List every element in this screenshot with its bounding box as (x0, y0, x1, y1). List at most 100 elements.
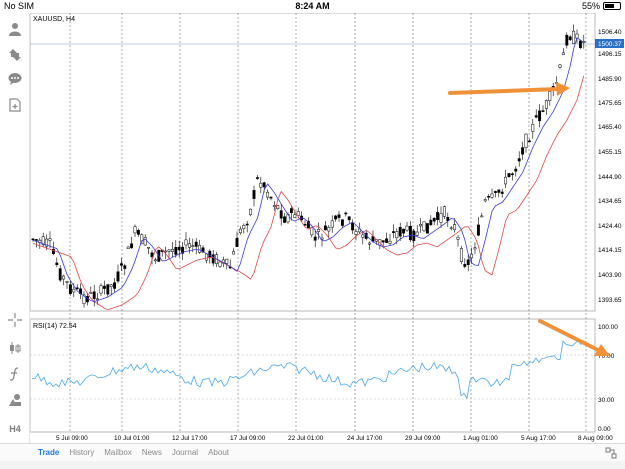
candle-body (510, 173, 514, 176)
chart-area[interactable]: XAUUSD, H4 RSI(14) 72.54 1506.40 1496.15… (30, 13, 625, 443)
candle-body (568, 36, 572, 41)
candle-body (408, 225, 412, 241)
rsi-level-label: 70.00 (598, 353, 615, 360)
candle-body (402, 228, 406, 234)
objects-icon[interactable] (7, 392, 23, 408)
candle-body (514, 168, 518, 172)
candle-body (130, 243, 134, 249)
candle-body (235, 238, 239, 247)
candle-body (252, 190, 256, 199)
price-label: 1444.90 (598, 174, 622, 181)
candle-body (313, 236, 317, 241)
clock-label: 8:24 AM (295, 1, 330, 11)
candle-body (48, 238, 52, 241)
candle-body (507, 173, 511, 178)
candle-body (473, 247, 477, 250)
person-icon[interactable] (7, 21, 23, 37)
candle-body (89, 292, 93, 294)
candle-body (354, 231, 358, 235)
candle-body (194, 241, 198, 247)
candle-body (306, 220, 310, 229)
timeframe-label[interactable]: H4 (9, 424, 21, 434)
candle-body (572, 30, 576, 44)
battery-status: 55% (582, 1, 621, 11)
price-label: 1496.15 (598, 51, 622, 58)
tab-journal[interactable]: Journal (171, 448, 199, 457)
candle-body (524, 133, 528, 148)
candle-body (432, 217, 436, 222)
candle-body (541, 110, 545, 112)
symbol-label: XAUUSD, H4 (33, 16, 75, 23)
candle-body (476, 224, 480, 236)
tab-news[interactable]: News (141, 448, 162, 457)
tab-history[interactable]: History (69, 448, 95, 457)
candle-body (391, 231, 395, 233)
candle-body (242, 225, 246, 229)
candle-body (136, 230, 140, 235)
candle-body (442, 206, 446, 217)
tab-trade[interactable]: Trade (38, 448, 60, 457)
tab-about[interactable]: About (208, 448, 229, 457)
candle-body (490, 193, 494, 198)
candle-body (330, 220, 334, 228)
candle-body (249, 208, 253, 215)
crosshair-icon[interactable] (7, 312, 23, 328)
candle-body (351, 222, 355, 231)
rsi-frame (30, 318, 596, 433)
time-label: 5 Jul 09:00 (56, 435, 88, 442)
candle-body (487, 196, 491, 198)
candle-body (140, 234, 144, 245)
arrows-icon[interactable] (7, 47, 23, 63)
candle-body (561, 52, 565, 55)
candle-body (106, 284, 110, 295)
carrier-label: No SIM (4, 1, 35, 11)
candle-body (62, 275, 66, 280)
candle-body (538, 110, 542, 122)
candle-body (422, 221, 426, 232)
candle-body (255, 177, 259, 179)
candle-body (65, 281, 69, 283)
candle-body (497, 189, 501, 193)
layout-toggle-icon[interactable] (605, 447, 617, 459)
price-label: 1455.15 (598, 149, 622, 156)
candle-body (289, 208, 293, 213)
candle-body (544, 100, 548, 109)
candle-body (147, 246, 151, 249)
battery-percent: 55% (581, 1, 600, 11)
price-label: 1393.65 (598, 297, 622, 304)
price-label: 1403.90 (598, 272, 622, 279)
candle-body (170, 249, 174, 252)
candle-body (272, 205, 276, 207)
candle-body (439, 213, 443, 223)
candle-body (102, 285, 106, 289)
candle-body (34, 239, 38, 241)
tab-mailbox[interactable]: Mailbox (104, 448, 132, 457)
candle-body (31, 238, 35, 241)
candle-body (415, 231, 419, 236)
candle-body (483, 199, 487, 202)
candle-body (578, 40, 582, 48)
price-label: 1465.40 (598, 124, 622, 131)
main-chart-frame (30, 13, 596, 312)
candle-body (218, 261, 222, 267)
candle-body (164, 250, 168, 253)
candle-body (51, 248, 55, 254)
rsi-level-label: 30.00 (598, 397, 615, 404)
candle-body (337, 214, 341, 218)
candle-body (456, 237, 460, 240)
candle-body (109, 284, 113, 287)
time-label: 29 Jul 09:00 (405, 435, 441, 442)
candle-body (126, 246, 130, 250)
add-document-icon[interactable] (7, 97, 23, 113)
candle-body (143, 237, 147, 246)
price-label: 1434.65 (598, 198, 622, 205)
candle-body (82, 294, 86, 304)
candle-body (381, 240, 385, 243)
bottom-tab-bar: Trade History Mailbox News Journal About (0, 443, 625, 461)
candle-body (279, 210, 283, 219)
candle-body (232, 251, 236, 255)
candle-body (153, 259, 157, 262)
chat-icon[interactable] (7, 71, 23, 87)
function-icon[interactable] (7, 366, 23, 382)
candlestick-icon[interactable] (7, 340, 23, 356)
